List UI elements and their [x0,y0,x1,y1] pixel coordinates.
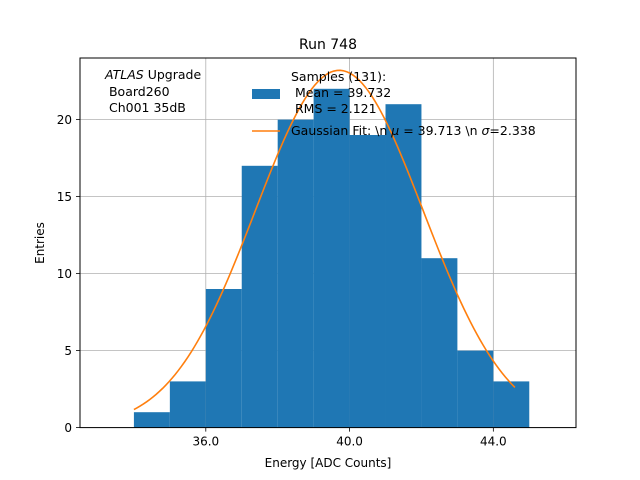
gaussian-fit-curve [133,69,516,411]
histogram-bar [385,104,422,428]
histogram-bar [277,119,314,428]
plot-frame [79,57,577,429]
histogram-bar [349,135,386,428]
histogram-bar [457,350,494,428]
x-tick-label: 44.0 [480,435,507,449]
y-tick-label: 15 [57,190,72,204]
y-tick-label: 5 [64,344,72,358]
legend-fit-mid: = 39.713 \n [399,123,481,138]
histogram-bar [241,165,278,428]
histogram-bar [169,381,206,428]
legend-hist-line-3: RMS = 2.121 [291,101,377,116]
histogram-bars [133,88,530,428]
y-axis-ticks: 0 5 10 15 20 [57,113,80,435]
legend-hist-line-2: Mean = 39.732 [291,85,391,100]
atlas-annotation: ATLAS Upgrade Board260 Ch001 35dB [104,67,201,115]
legend-fit-label: Gaussian Fit: \n μ = 39.713 \n σ=2.338 [291,123,536,138]
legend: Samples (131): Mean = 39.732 RMS = 2.121… [252,69,536,138]
y-axis-label: Entries [33,222,47,264]
annotation-atlas: ATLAS [104,67,144,82]
legend-fit-suffix: =2.338 [489,123,535,138]
y-tick-label: 20 [57,113,72,127]
annotation-line-3: Ch001 35dB [105,100,186,115]
x-axis-label: Energy [ADC Counts] [265,456,392,470]
x-axis-ticks: 36.0 40.0 44.0 [192,427,507,449]
chart-title: Run 748 [299,37,357,53]
y-tick-label: 0 [64,421,72,435]
y-tick-label: 10 [57,267,72,281]
histogram-bar [205,289,242,428]
legend-fit-prefix: Gaussian Fit: \n [291,123,391,138]
histogram-bar [133,412,170,428]
annotation-line-2: Board260 [105,84,170,99]
legend-fit-sigma: σ [481,123,490,138]
annotation-upgrade: Upgrade [144,67,202,82]
legend-hist-line-1: Samples (131): [291,69,386,84]
histogram-bar [421,258,458,428]
x-tick-label: 36.0 [192,435,219,449]
annotation-line-1: ATLAS Upgrade [104,67,201,82]
histogram-bar [493,381,530,428]
legend-hist-swatch [252,89,280,99]
histogram-bar [313,88,350,428]
legend-fit-mu: μ [390,123,399,138]
x-tick-label: 40.0 [336,435,363,449]
